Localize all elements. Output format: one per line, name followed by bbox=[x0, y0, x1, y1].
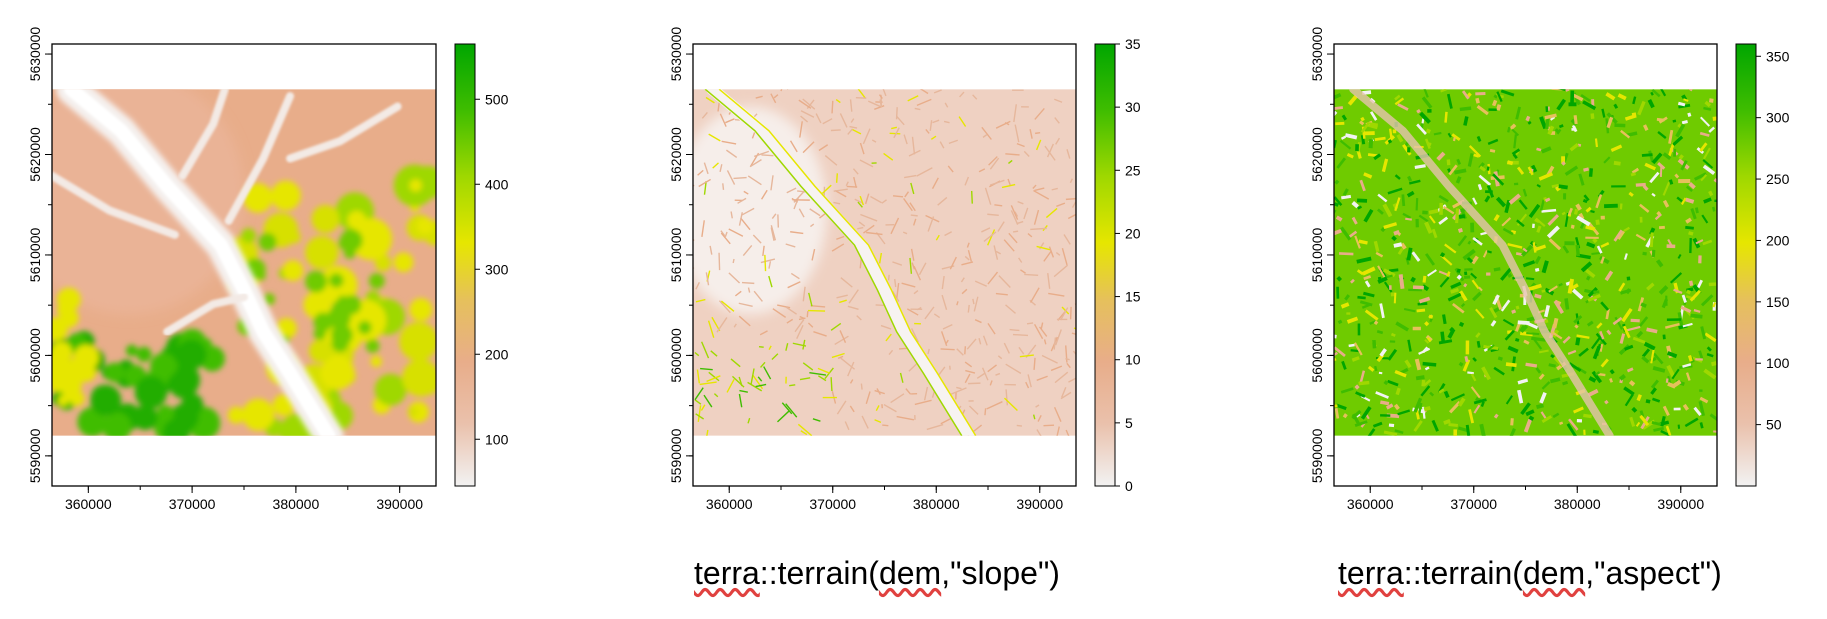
x-tick-label: 390000 bbox=[376, 496, 423, 512]
aspect-legend-bar bbox=[1735, 43, 1757, 487]
legend-tick-label: 300 bbox=[1766, 110, 1790, 126]
x-tick-label: 370000 bbox=[809, 496, 856, 512]
y-tick-label: 5630000 bbox=[27, 27, 43, 82]
x-tick-label: 370000 bbox=[1450, 496, 1497, 512]
legend-tick-label: 50 bbox=[1766, 417, 1782, 433]
legend-tick-label: 300 bbox=[485, 261, 509, 277]
aspect-raster bbox=[1334, 89, 1717, 436]
y-tick-label: 5620000 bbox=[668, 127, 684, 182]
x-tick-label: 360000 bbox=[1347, 496, 1394, 512]
aspect-panel: 360000 370000 380000 390000 5590000 5600000 56… bbox=[1309, 27, 1790, 512]
caption-arg: ,"slope") bbox=[941, 555, 1060, 591]
caption-func: ::terrain( bbox=[1403, 555, 1523, 591]
y-tick-label: 5620000 bbox=[1309, 127, 1325, 182]
x-tick-label: 360000 bbox=[65, 496, 112, 512]
slope-legend-bar bbox=[1094, 43, 1116, 487]
y-tick-label: 5610000 bbox=[668, 227, 684, 282]
x-tick-label: 380000 bbox=[1554, 496, 1601, 512]
aspect-caption: terra::terrain(dem,"aspect") bbox=[1338, 555, 1722, 592]
dem-raster bbox=[52, 89, 436, 436]
caption-func: ::terrain( bbox=[759, 555, 879, 591]
caption-terra: terra bbox=[1338, 555, 1404, 591]
x-tick-label: 380000 bbox=[273, 496, 320, 512]
y-tick-label: 5620000 bbox=[27, 127, 43, 182]
legend-tick-label: 25 bbox=[1125, 162, 1141, 178]
dem-panel: 360000 370000 380000 390000 5590000 5600000 56… bbox=[27, 27, 509, 512]
y-tick-label: 5610000 bbox=[27, 227, 43, 282]
caption-arg: ,"aspect") bbox=[1585, 555, 1722, 591]
legend-tick-label: 35 bbox=[1125, 36, 1141, 52]
legend-tick-label: 30 bbox=[1125, 99, 1141, 115]
legend-tick-label: 10 bbox=[1125, 352, 1141, 368]
y-tick-label: 5590000 bbox=[27, 428, 43, 483]
x-tick-label: 390000 bbox=[1016, 496, 1063, 512]
legend-tick-label: 20 bbox=[1125, 225, 1141, 241]
y-tick-label: 5590000 bbox=[668, 428, 684, 483]
legend-tick-label: 350 bbox=[1766, 48, 1790, 64]
caption-dem: dem bbox=[878, 555, 942, 591]
caption-dem: dem bbox=[1522, 555, 1586, 591]
x-tick-label: 390000 bbox=[1657, 496, 1704, 512]
y-tick-label: 5590000 bbox=[1309, 428, 1325, 483]
y-tick-label: 5600000 bbox=[1309, 328, 1325, 383]
y-tick-label: 5630000 bbox=[668, 27, 684, 82]
y-tick-label: 5600000 bbox=[27, 328, 43, 383]
legend-tick-label: 100 bbox=[485, 431, 509, 447]
slope-panel: 360000 370000 380000 390000 5590000 5600000 56… bbox=[668, 27, 1141, 512]
x-tick-label: 360000 bbox=[706, 496, 753, 512]
legend-tick-label: 0 bbox=[1125, 478, 1133, 494]
legend-tick-label: 200 bbox=[1766, 232, 1790, 248]
slope-caption: terra::terrain(dem,"slope") bbox=[694, 555, 1060, 592]
caption-terra: terra bbox=[694, 555, 760, 591]
dem-legend-bar bbox=[454, 43, 476, 487]
legend-tick-label: 100 bbox=[1766, 355, 1790, 371]
y-tick-label: 5630000 bbox=[1309, 27, 1325, 82]
legend-tick-label: 400 bbox=[485, 176, 509, 192]
legend-tick-label: 5 bbox=[1125, 415, 1133, 431]
legend-tick-label: 200 bbox=[485, 346, 509, 362]
y-tick-label: 5610000 bbox=[1309, 227, 1325, 282]
legend-tick-label: 250 bbox=[1766, 171, 1790, 187]
y-tick-label: 5600000 bbox=[668, 328, 684, 383]
x-tick-label: 380000 bbox=[913, 496, 960, 512]
legend-tick-label: 500 bbox=[485, 91, 509, 107]
legend-tick-label: 150 bbox=[1766, 294, 1790, 310]
slope-raster bbox=[693, 89, 1076, 436]
legend-tick-label: 15 bbox=[1125, 289, 1141, 305]
x-tick-label: 370000 bbox=[169, 496, 216, 512]
